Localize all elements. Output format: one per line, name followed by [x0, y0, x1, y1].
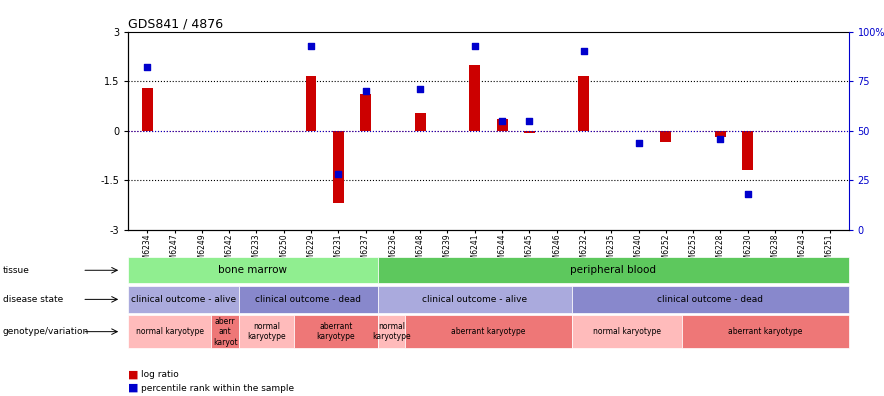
Bar	[141, 88, 153, 131]
Bar	[578, 76, 590, 131]
Text: peripheral blood: peripheral blood	[570, 265, 656, 275]
Text: genotype/variation: genotype/variation	[3, 327, 89, 336]
Bar	[360, 94, 371, 131]
Point	[713, 135, 728, 142]
Point	[522, 118, 537, 124]
Point	[741, 191, 755, 197]
Text: normal karyotype: normal karyotype	[593, 327, 661, 336]
Text: clinical outcome - alive: clinical outcome - alive	[422, 295, 527, 304]
Text: clinical outcome - dead: clinical outcome - dead	[657, 295, 763, 304]
Bar	[743, 131, 753, 170]
Point	[141, 64, 155, 70]
Text: normal
karyotype: normal karyotype	[248, 322, 286, 341]
Bar	[333, 131, 344, 203]
Text: normal karyotype: normal karyotype	[136, 327, 203, 336]
Bar	[660, 131, 671, 142]
Bar	[306, 76, 316, 131]
Text: ■: ■	[128, 369, 139, 379]
Point	[359, 88, 373, 94]
Text: GDS841 / 4876: GDS841 / 4876	[128, 17, 224, 30]
Point	[631, 139, 645, 146]
Text: normal
karyotype: normal karyotype	[372, 322, 411, 341]
Point	[495, 118, 509, 124]
Point	[413, 86, 427, 92]
Text: aberrant karyotype: aberrant karyotype	[451, 327, 526, 336]
Text: log ratio: log ratio	[141, 370, 179, 379]
Text: bone marrow: bone marrow	[218, 265, 287, 275]
Point	[468, 42, 482, 49]
Bar	[497, 119, 507, 131]
Text: percentile rank within the sample: percentile rank within the sample	[141, 384, 294, 392]
Text: tissue: tissue	[3, 266, 29, 275]
Point	[577, 48, 591, 55]
Point	[304, 42, 318, 49]
Point	[332, 171, 346, 177]
Text: aberr
ant
karyot: aberr ant karyot	[213, 317, 238, 346]
Text: ■: ■	[128, 383, 139, 393]
Text: disease state: disease state	[3, 295, 63, 304]
Text: aberrant
karyotype: aberrant karyotype	[316, 322, 355, 341]
Bar	[415, 112, 425, 131]
Text: clinical outcome - alive: clinical outcome - alive	[131, 295, 236, 304]
Text: clinical outcome - dead: clinical outcome - dead	[255, 295, 362, 304]
Bar	[469, 65, 480, 131]
Text: aberrant karyotype: aberrant karyotype	[728, 327, 803, 336]
Bar	[715, 131, 726, 137]
Bar	[524, 131, 535, 133]
